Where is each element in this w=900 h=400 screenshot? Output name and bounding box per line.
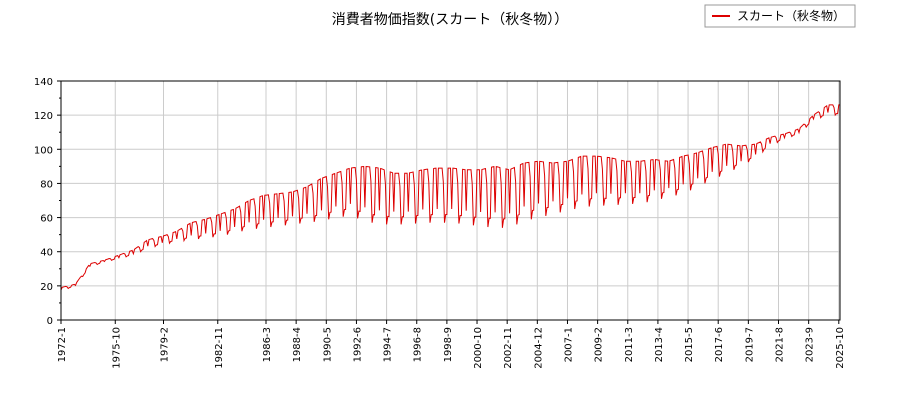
series-layer	[60, 104, 840, 291]
x-tick-label: 1979-2	[160, 327, 171, 362]
y-tick-label: 140	[34, 77, 53, 88]
x-tick-label: 2023-9	[805, 327, 816, 362]
x-tick-label: 1994-7	[383, 327, 394, 362]
plot-frame	[60, 80, 841, 321]
x-axis-ticks: 1972-1 1975-10 1979-2 1982-11 1986-3 1988-4 19…	[57, 320, 846, 369]
y-tick-label: 40	[40, 248, 53, 259]
x-tick-label: 2017-6	[714, 327, 725, 362]
y-tick-label: 20	[40, 282, 53, 293]
x-tick-label: 1982-11	[214, 327, 225, 369]
chart-title: 消費者物価指数(スカート（秋冬物））	[332, 12, 568, 28]
x-tick-label: 1990-5	[322, 327, 333, 362]
x-tick-label: 2002-11	[503, 327, 514, 369]
x-tick-label: 2015-5	[684, 327, 695, 362]
x-tick-label: 2011-3	[624, 327, 635, 362]
x-tick-label: 1988-4	[292, 327, 303, 362]
y-tick-label: 100	[34, 145, 53, 156]
y-tick-label: 60	[40, 214, 53, 225]
x-tick-label: 2021-8	[775, 327, 786, 362]
x-tick-label: 1992-6	[352, 327, 363, 362]
x-tick-label: 1986-3	[262, 327, 273, 362]
x-tick-label: 2013-4	[654, 327, 665, 362]
x-tick-label: 1975-10	[111, 327, 122, 369]
x-tick-label: 2004-12	[533, 327, 544, 369]
y-tick-label: 0	[47, 316, 53, 327]
x-tick-label: 2000-10	[473, 327, 484, 369]
y-tick-label: 120	[34, 111, 53, 122]
x-tick-label: 1972-1	[57, 327, 68, 362]
x-tick-label: 2025-10	[835, 327, 846, 369]
x-tick-label: 1996-8	[413, 327, 424, 362]
x-tick-label: 1998-9	[443, 327, 454, 362]
grid	[60, 80, 840, 321]
y-tick-label: 80	[40, 179, 53, 190]
legend: スカート（秋冬物）	[704, 4, 856, 28]
legend-box	[704, 4, 856, 28]
y-axis-ticks: 0 20 40 60 80 100 120 140	[34, 77, 61, 327]
legend-label: スカート（秋冬物）	[737, 8, 845, 23]
x-tick-label: 2009-2	[594, 327, 605, 362]
series-line	[60, 104, 840, 291]
x-tick-label: 2019-7	[744, 327, 755, 362]
x-tick-label: 2007-1	[563, 327, 574, 362]
